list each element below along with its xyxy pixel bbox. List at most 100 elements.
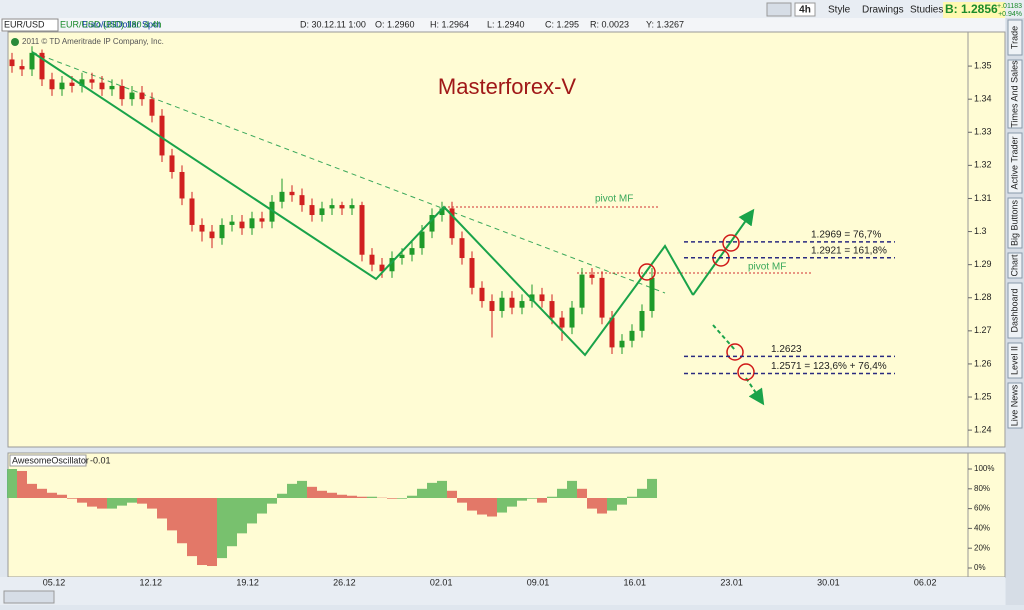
target-circle (726, 343, 744, 361)
side-tab[interactable] (1007, 132, 1023, 194)
symbol: EUR/USD (4, 19, 45, 29)
info-bar (0, 18, 1005, 32)
info-close: C: 1.295 (545, 19, 579, 29)
candle-body (209, 231, 215, 239)
candle-body (529, 294, 535, 302)
candle-body (19, 66, 25, 70)
candle-body (589, 274, 595, 278)
candle-body (279, 191, 285, 202)
x-tick-label: 19.12 (236, 577, 259, 587)
side-tab-label: Trade (1009, 26, 1019, 49)
candle-body (289, 191, 295, 196)
target-arrow (712, 324, 736, 351)
candle-body (189, 198, 195, 225)
info-y: Y: 1.3267 (646, 19, 684, 29)
candle-body (459, 238, 465, 259)
side-tab[interactable] (1007, 252, 1023, 279)
candle-body (619, 340, 625, 348)
candle-body (199, 224, 205, 232)
wave-arrow (692, 208, 755, 296)
side-tab[interactable] (1007, 197, 1023, 249)
drawings-button[interactable]: Drawings (862, 5, 904, 16)
candle-body (139, 92, 145, 100)
candle-body (369, 254, 375, 265)
x-tick-label: 26.12 (333, 577, 356, 587)
zoom-controls[interactable] (3, 590, 55, 604)
candle-body (429, 215, 435, 232)
side-tab[interactable] (1007, 342, 1023, 379)
info-series: EUR/USD (BID) 180 d 4h (60, 19, 162, 29)
info-range: R: 0.0023 (590, 19, 629, 29)
side-tab[interactable] (1007, 59, 1023, 129)
side-tab[interactable] (1007, 19, 1023, 56)
pivot-label: pivot MF (748, 262, 786, 273)
y-tick-label: 1.25 (974, 391, 992, 401)
candle-body (339, 205, 345, 209)
info-low: L: 1.2940 (487, 19, 525, 29)
chart-title: Masterforex-V (438, 74, 576, 99)
symbol-box[interactable] (1, 18, 59, 32)
candle-body (129, 92, 135, 100)
candle-body (269, 201, 275, 222)
candle-body (449, 208, 455, 239)
y-tick-label: 0% (974, 563, 986, 572)
level-label: 1.2571 = 123,6% + 76,4% (771, 361, 887, 372)
x-tick-label: 09.01 (527, 577, 550, 587)
x-tick-label: 16.01 (624, 577, 647, 587)
change-pct: +0.94% (998, 11, 1022, 18)
x-tick-label: 23.01 (720, 577, 743, 587)
change: +.01183 (997, 3, 1022, 10)
candle-body (119, 85, 125, 100)
candle-body (329, 205, 335, 209)
target-arrow (745, 377, 765, 406)
target-circle (638, 263, 656, 281)
candle-body (469, 258, 475, 288)
description: Euro/USDollar Spot (82, 19, 161, 29)
candle-body (559, 317, 565, 328)
candle-body (609, 317, 615, 348)
level-label: 1.2969 = 76,7% (811, 229, 881, 240)
interval-button[interactable] (794, 2, 816, 17)
y-tick-label: 1.34 (974, 94, 992, 104)
style-button[interactable]: Style (828, 5, 851, 16)
info-open: O: 1.2960 (375, 19, 415, 29)
candle-body (319, 208, 325, 216)
candle-body (39, 52, 45, 80)
candle-body (9, 59, 15, 67)
candle-body (349, 205, 355, 209)
candle-body (599, 277, 605, 318)
candle-body (419, 231, 425, 249)
y-tick-label: 1.29 (974, 259, 992, 269)
side-tab[interactable] (1007, 382, 1023, 429)
candle-body (629, 330, 635, 341)
side-tab[interactable] (1007, 282, 1023, 339)
candle-body (309, 205, 315, 216)
y-tick-label: 100% (974, 464, 994, 473)
candle-body (389, 258, 395, 272)
candle-body (439, 208, 445, 216)
target-circle (722, 234, 740, 252)
study-box[interactable] (9, 454, 87, 467)
y-tick-label: 1.3 (974, 226, 987, 236)
level-label: 1.2921 = 161,8% (811, 245, 887, 256)
y-tick-label: 80% (974, 484, 990, 493)
candle-body (219, 224, 225, 239)
x-tick-label: 06.02 (914, 577, 937, 587)
candle-body (179, 171, 185, 199)
candle-body (69, 82, 75, 86)
price-axis (967, 31, 1006, 448)
toolbar-button[interactable] (766, 2, 792, 17)
candle-body (539, 294, 545, 302)
studies-button[interactable]: Studies (910, 5, 943, 16)
side-tab-label: Chart (1009, 254, 1019, 277)
study-name: AwesomeOscillator (12, 455, 89, 465)
candle-body (99, 82, 105, 90)
info-date: D: 30.12.11 1:00 (300, 19, 366, 29)
candle-body (59, 82, 65, 90)
side-tab-label: Big Buttons (1009, 199, 1019, 246)
x-tick-label: 05.12 (43, 577, 66, 587)
y-tick-label: 1.27 (974, 325, 992, 335)
copyright: 2011 © TD Ameritrade IP Company, Inc. (22, 37, 164, 46)
candle-body (509, 297, 515, 308)
candle-body (169, 155, 175, 172)
